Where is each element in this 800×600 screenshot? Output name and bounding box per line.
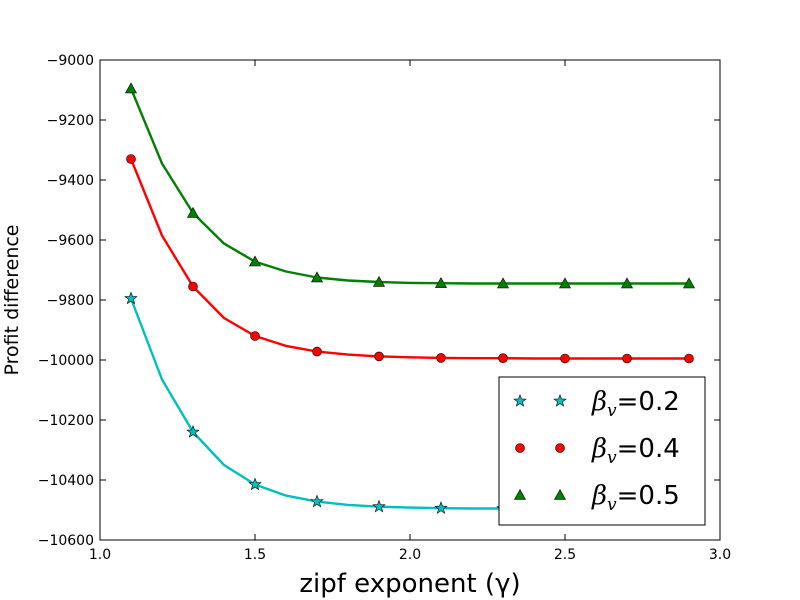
data-point bbox=[248, 477, 262, 491]
legend-value: =0.4 bbox=[617, 434, 680, 464]
legend-symbol: β bbox=[591, 481, 607, 511]
legend-item: βv=0.5 bbox=[513, 481, 680, 515]
data-point bbox=[188, 281, 198, 292]
x-tick-label: 1.0 bbox=[89, 547, 111, 563]
data-point bbox=[250, 331, 260, 341]
y-tick-label: −9000 bbox=[47, 53, 94, 69]
legend-value: =0.5 bbox=[617, 481, 680, 511]
x-axis-title: zipf exponent (γ) bbox=[299, 569, 520, 599]
data-point bbox=[372, 499, 386, 513]
y-tick-label: −9600 bbox=[47, 233, 94, 249]
y-tick-label: −10200 bbox=[38, 413, 94, 429]
data-point bbox=[496, 277, 510, 289]
series-triangle bbox=[124, 82, 696, 289]
x-tick-label: 3.0 bbox=[709, 547, 731, 563]
data-point bbox=[186, 424, 200, 438]
data-point bbox=[124, 82, 138, 94]
legend-label: βv=0.4 bbox=[591, 434, 680, 468]
data-point bbox=[310, 494, 324, 508]
series-line bbox=[129, 158, 689, 360]
legend-item: βv=0.2 bbox=[513, 387, 680, 421]
legend-marker bbox=[555, 443, 565, 453]
x-tick-label: 2.0 bbox=[399, 547, 421, 563]
data-point bbox=[434, 277, 448, 288]
data-point bbox=[560, 353, 570, 364]
data-point bbox=[436, 353, 446, 363]
y-tick-label: −10600 bbox=[38, 533, 94, 549]
legend-marker bbox=[553, 393, 567, 407]
legend-symbol: β bbox=[591, 434, 607, 464]
series-line bbox=[129, 88, 689, 285]
legend-subscript: v bbox=[607, 448, 617, 468]
y-tick-label: −9400 bbox=[47, 173, 94, 189]
x-tick-label: 2.5 bbox=[554, 547, 576, 563]
legend-value: =0.2 bbox=[617, 387, 680, 417]
legend-label: βv=0.2 bbox=[591, 387, 680, 421]
data-point bbox=[248, 255, 262, 267]
legend-box bbox=[498, 376, 706, 526]
series-circle bbox=[126, 154, 694, 364]
data-point bbox=[126, 154, 136, 164]
legend: βv=0.2βv=0.4βv=0.5 bbox=[498, 376, 706, 526]
y-tick-label: −9800 bbox=[47, 293, 94, 309]
y-tick-label: −10400 bbox=[38, 473, 94, 489]
legend-marker bbox=[553, 488, 567, 500]
legend-subscript: v bbox=[607, 495, 617, 515]
legend-marker bbox=[515, 443, 525, 453]
data-point bbox=[124, 291, 138, 305]
legend-marker bbox=[513, 488, 527, 500]
data-point bbox=[682, 277, 696, 289]
legend-symbol: β bbox=[591, 387, 607, 417]
y-axis-title: Profit difference bbox=[1, 225, 23, 376]
data-point bbox=[434, 501, 448, 514]
legend-subscript: v bbox=[607, 401, 617, 421]
data-point bbox=[622, 353, 632, 364]
y-tick-label: −9200 bbox=[47, 113, 94, 129]
legend-label: βv=0.5 bbox=[591, 481, 680, 515]
data-point bbox=[186, 206, 200, 218]
data-point bbox=[620, 277, 634, 289]
data-point bbox=[374, 351, 384, 362]
x-tick-label: 1.5 bbox=[244, 547, 266, 563]
legend-marker bbox=[513, 393, 527, 407]
data-point bbox=[310, 271, 324, 283]
data-point bbox=[684, 353, 694, 364]
data-point bbox=[372, 275, 386, 287]
legend-item: βv=0.4 bbox=[515, 434, 680, 468]
ticks-layer: 1.0 1.5 2.0 2.5 3.0 −9000 −9200 −9400 −9600 −9800… bbox=[38, 53, 731, 563]
data-point bbox=[558, 277, 572, 289]
data-point bbox=[498, 353, 508, 364]
y-tick-label: −10000 bbox=[38, 353, 94, 369]
data-point bbox=[312, 346, 322, 357]
